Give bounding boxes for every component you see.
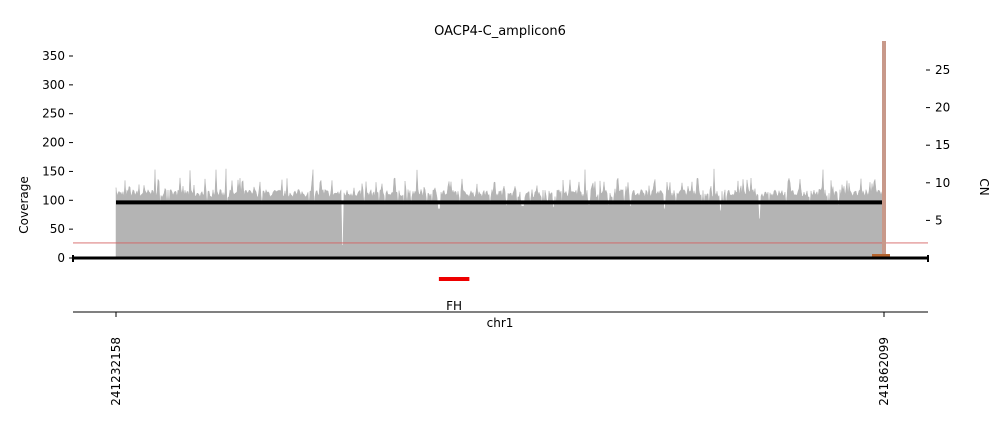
chart-title: OACP4-C_amplicon6	[434, 24, 566, 39]
x-tick-label: 241862099	[877, 337, 891, 406]
x-axis-title: chr1	[487, 316, 514, 330]
coverage-series	[115, 168, 885, 259]
y2-tick-label: 10	[935, 176, 950, 190]
y-tick-label: 0	[57, 251, 65, 265]
gene-bar	[438, 277, 470, 281]
y-tick-label: 250	[42, 107, 65, 121]
y-tick-label: 300	[42, 78, 65, 92]
x-axis-ticks: 241232158 241862099	[109, 312, 891, 406]
breakpoint-bar	[882, 41, 886, 258]
y-axis-title: Coverage	[17, 176, 31, 234]
breakpoint-base	[872, 254, 890, 258]
gene-label: FH	[446, 299, 462, 313]
x-tick-label: 241232158	[109, 337, 123, 406]
y2-tick-label: 25	[935, 63, 950, 77]
gene-track: FH	[438, 277, 470, 313]
y-tick-label: 200	[42, 136, 65, 150]
y2-tick-label: 15	[935, 138, 950, 152]
y2-axis-title: CN	[977, 178, 991, 195]
y-axis-right: 5 10 15 20 25	[926, 63, 950, 227]
y-tick-label: 150	[42, 164, 65, 178]
coverage-area	[115, 168, 885, 259]
y2-tick-label: 20	[935, 101, 950, 115]
y-tick-label: 350	[42, 49, 65, 63]
y2-tick-label: 5	[935, 213, 943, 227]
breakpoint-series	[872, 41, 890, 258]
y-axis-left: 0 50 100 150 200 250 300 350	[42, 49, 73, 265]
y-tick-label: 100	[42, 193, 65, 207]
y-tick-label: 50	[50, 222, 65, 236]
